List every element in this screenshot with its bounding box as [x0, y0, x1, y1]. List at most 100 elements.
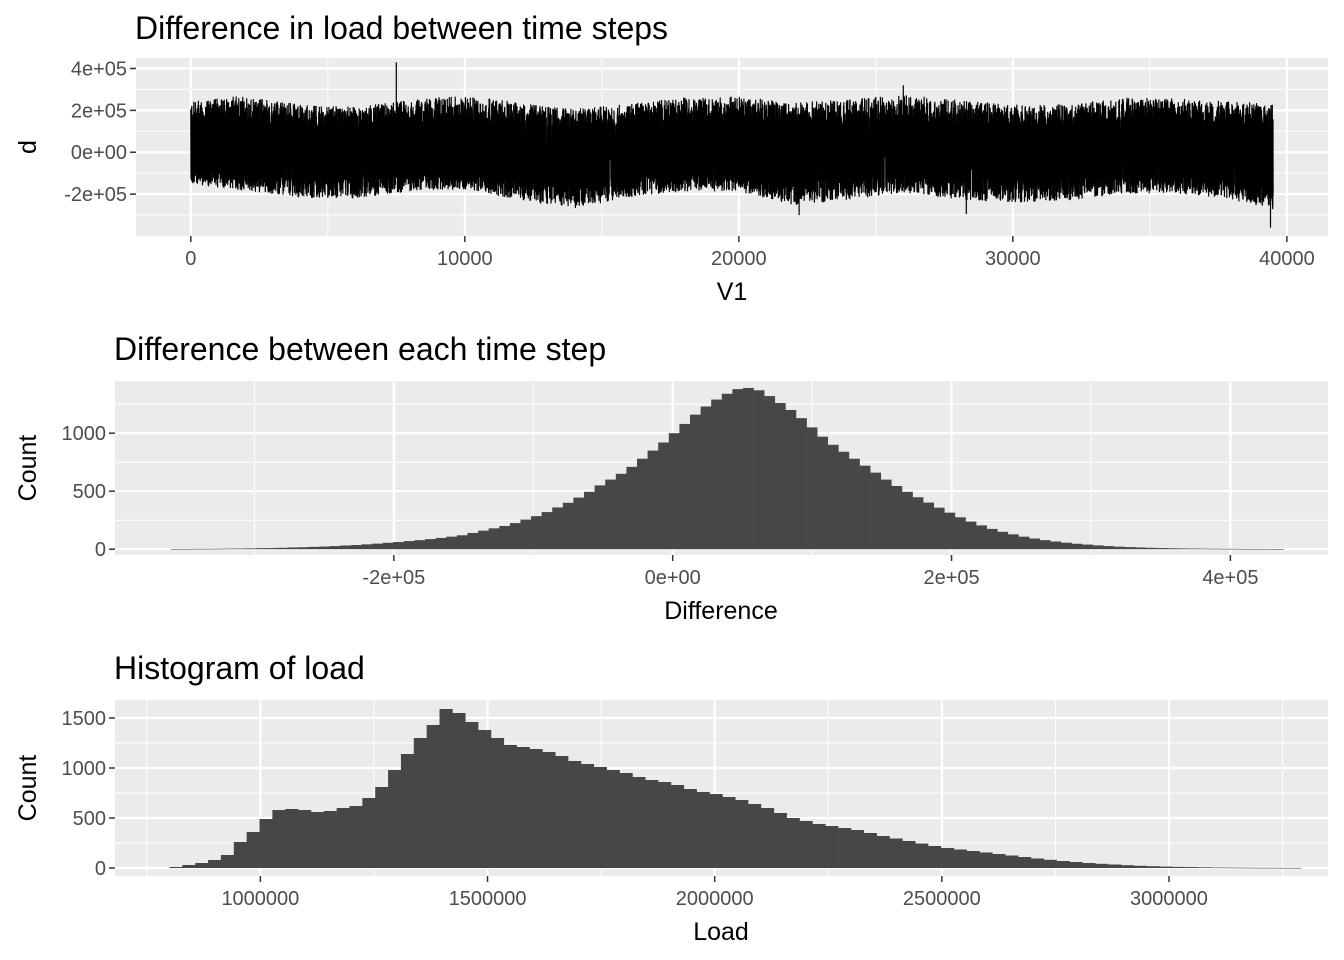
histogram-bar [1007, 534, 1019, 550]
x-tick-label: 0e+00 [645, 567, 701, 589]
histogram-bar [499, 526, 511, 550]
histogram-bar [891, 485, 903, 550]
histogram-bar [806, 427, 818, 550]
y-tick-label: 4e+05 [71, 58, 127, 80]
histogram-bar [1209, 548, 1221, 550]
histogram-bar [722, 797, 736, 868]
histogram-bar [1272, 549, 1284, 550]
histogram-bar [1275, 867, 1289, 869]
histogram-bar [202, 548, 214, 550]
histogram-bar [1223, 867, 1237, 869]
histogram-bar [1177, 548, 1189, 550]
histogram-bar [478, 530, 489, 550]
histogram-bar [721, 393, 733, 550]
histogram-bar [773, 813, 787, 868]
x-tick-label: 10000 [437, 248, 493, 270]
histogram-bar [372, 543, 383, 550]
histogram-bar [1018, 857, 1032, 868]
histogram-bar [658, 782, 672, 868]
histogram-bar [259, 819, 273, 868]
histogram-bar [863, 833, 877, 868]
histogram-bar [1156, 548, 1168, 550]
y-axis: -2e+05 0e+00 2e+05 4e+05 [64, 58, 136, 206]
histogram-bar [298, 810, 312, 868]
histogram-bar [272, 810, 286, 868]
histogram-bar [1188, 548, 1199, 550]
histogram-bar [689, 414, 701, 550]
y-axis: 0 500 1000 [62, 423, 115, 561]
histogram-bar [169, 867, 183, 868]
histogram-bar [880, 479, 892, 550]
histogram-bar [413, 738, 427, 868]
histogram-bar [850, 830, 865, 868]
histogram-bar [541, 512, 553, 550]
histogram-bar [1249, 867, 1263, 869]
histogram-bar [446, 536, 458, 550]
histogram-bar [349, 806, 363, 868]
histogram-bar [1219, 548, 1231, 550]
histogram-bar [488, 528, 500, 550]
histogram-bar [1018, 536, 1030, 550]
histogram-bar [992, 854, 1006, 868]
histogram-bar [531, 516, 542, 550]
histogram-bar [645, 780, 659, 868]
histogram-bar [1056, 861, 1070, 868]
histogram-bar [555, 756, 569, 868]
histogram-bar [606, 770, 620, 868]
x-axis-title: Difference [664, 597, 778, 625]
y-tick-label: 500 [73, 481, 106, 503]
histogram-bar [876, 836, 890, 868]
x-tick-label: 0 [185, 248, 196, 270]
histogram-bar [452, 713, 466, 868]
histogram-bar [817, 436, 829, 550]
histogram-bar [388, 770, 402, 868]
histogram-bar [1198, 548, 1210, 550]
histogram-bar [901, 491, 913, 550]
histogram-bar [1029, 538, 1040, 550]
histogram-bar [542, 752, 556, 868]
chart-difference-histogram: Difference between each time step 0 500 10… [14, 331, 1328, 625]
histogram-bar [375, 787, 389, 868]
histogram-bar [605, 479, 617, 550]
histogram-bar [928, 846, 942, 868]
histogram-bar [490, 738, 505, 868]
histogram-bar [632, 777, 646, 868]
histogram-bar [220, 855, 235, 868]
chart-title: Difference between each time step [114, 331, 606, 367]
histogram-bar [1262, 867, 1276, 869]
y-tick-label: 0e+00 [71, 142, 127, 164]
histogram-bar [764, 396, 776, 550]
histogram-bar [223, 548, 235, 550]
histogram-bar [1185, 867, 1199, 868]
histogram-bar [208, 860, 222, 868]
histogram-bar [244, 548, 256, 550]
histogram-bar [1060, 542, 1072, 550]
histogram-bar [350, 545, 362, 550]
histogram-bars [169, 709, 1302, 869]
histogram-bar [1005, 855, 1019, 868]
histogram-bar [735, 800, 749, 868]
histogram-bar [1230, 548, 1242, 550]
histogram-bar [997, 531, 1009, 550]
histogram-bar [285, 809, 299, 868]
histogram-bar [400, 754, 415, 868]
series-line [190, 62, 1274, 228]
histogram-bar [456, 535, 468, 550]
histogram-bar [509, 523, 521, 550]
histogram-bar [944, 512, 956, 550]
y-tick-label: 500 [73, 808, 106, 830]
histogram-bar [711, 399, 723, 550]
histogram-bar [683, 789, 697, 868]
histogram-bar [1039, 540, 1051, 550]
histogram-bar [593, 767, 607, 868]
histogram-bar [425, 539, 436, 550]
histogram-bar [1124, 547, 1136, 550]
histogram-bar [709, 794, 723, 868]
x-tick-label: 4e+05 [1202, 567, 1258, 589]
histogram-bar [182, 865, 196, 868]
histogram-bar [1159, 866, 1173, 868]
histogram-bar [742, 387, 754, 550]
histogram-bar [637, 458, 648, 550]
x-tick-label: 30000 [985, 248, 1041, 270]
histogram-bar [870, 472, 882, 550]
